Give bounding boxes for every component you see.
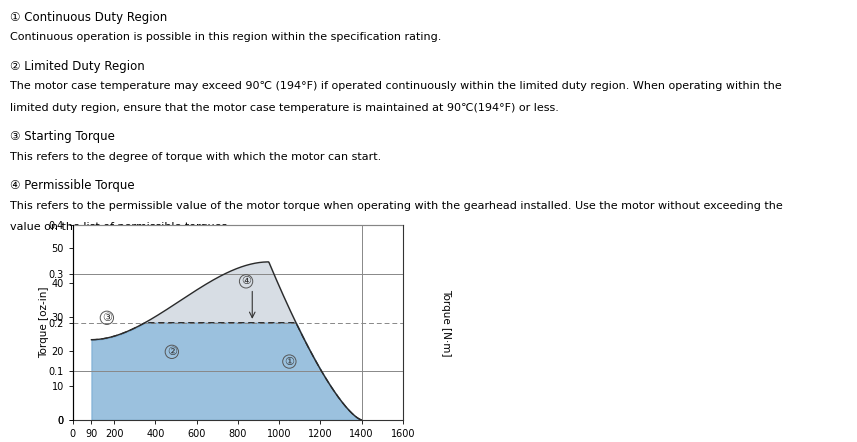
Text: Continuous operation is possible in this region within the specification rating.: Continuous operation is possible in this… xyxy=(10,32,441,42)
Text: ④ Permissible Torque: ④ Permissible Torque xyxy=(10,179,135,192)
Text: ④: ④ xyxy=(241,276,251,286)
Text: value on the list of permissible torques.: value on the list of permissible torques… xyxy=(10,222,231,232)
Text: This refers to the degree of torque with which the motor can start.: This refers to the degree of torque with… xyxy=(10,152,381,162)
Text: ②: ② xyxy=(167,347,177,357)
Text: The motor case temperature may exceed 90℃ (194°F) if operated continuously withi: The motor case temperature may exceed 90… xyxy=(10,81,782,91)
Y-axis label: Torque [oz-in]: Torque [oz-in] xyxy=(39,287,49,358)
Text: limited duty region, ensure that the motor case temperature is maintained at 90℃: limited duty region, ensure that the mot… xyxy=(10,103,559,113)
Text: This refers to the permissible value of the motor torque when operating with the: This refers to the permissible value of … xyxy=(10,201,783,211)
Text: ③: ③ xyxy=(102,313,112,323)
Text: Torque [N·m]: Torque [N·m] xyxy=(440,289,451,356)
Text: ① Continuous Duty Region: ① Continuous Duty Region xyxy=(10,11,167,24)
Text: ①: ① xyxy=(285,357,294,366)
Text: ③ Starting Torque: ③ Starting Torque xyxy=(10,130,115,143)
Text: ② Limited Duty Region: ② Limited Duty Region xyxy=(10,60,145,73)
